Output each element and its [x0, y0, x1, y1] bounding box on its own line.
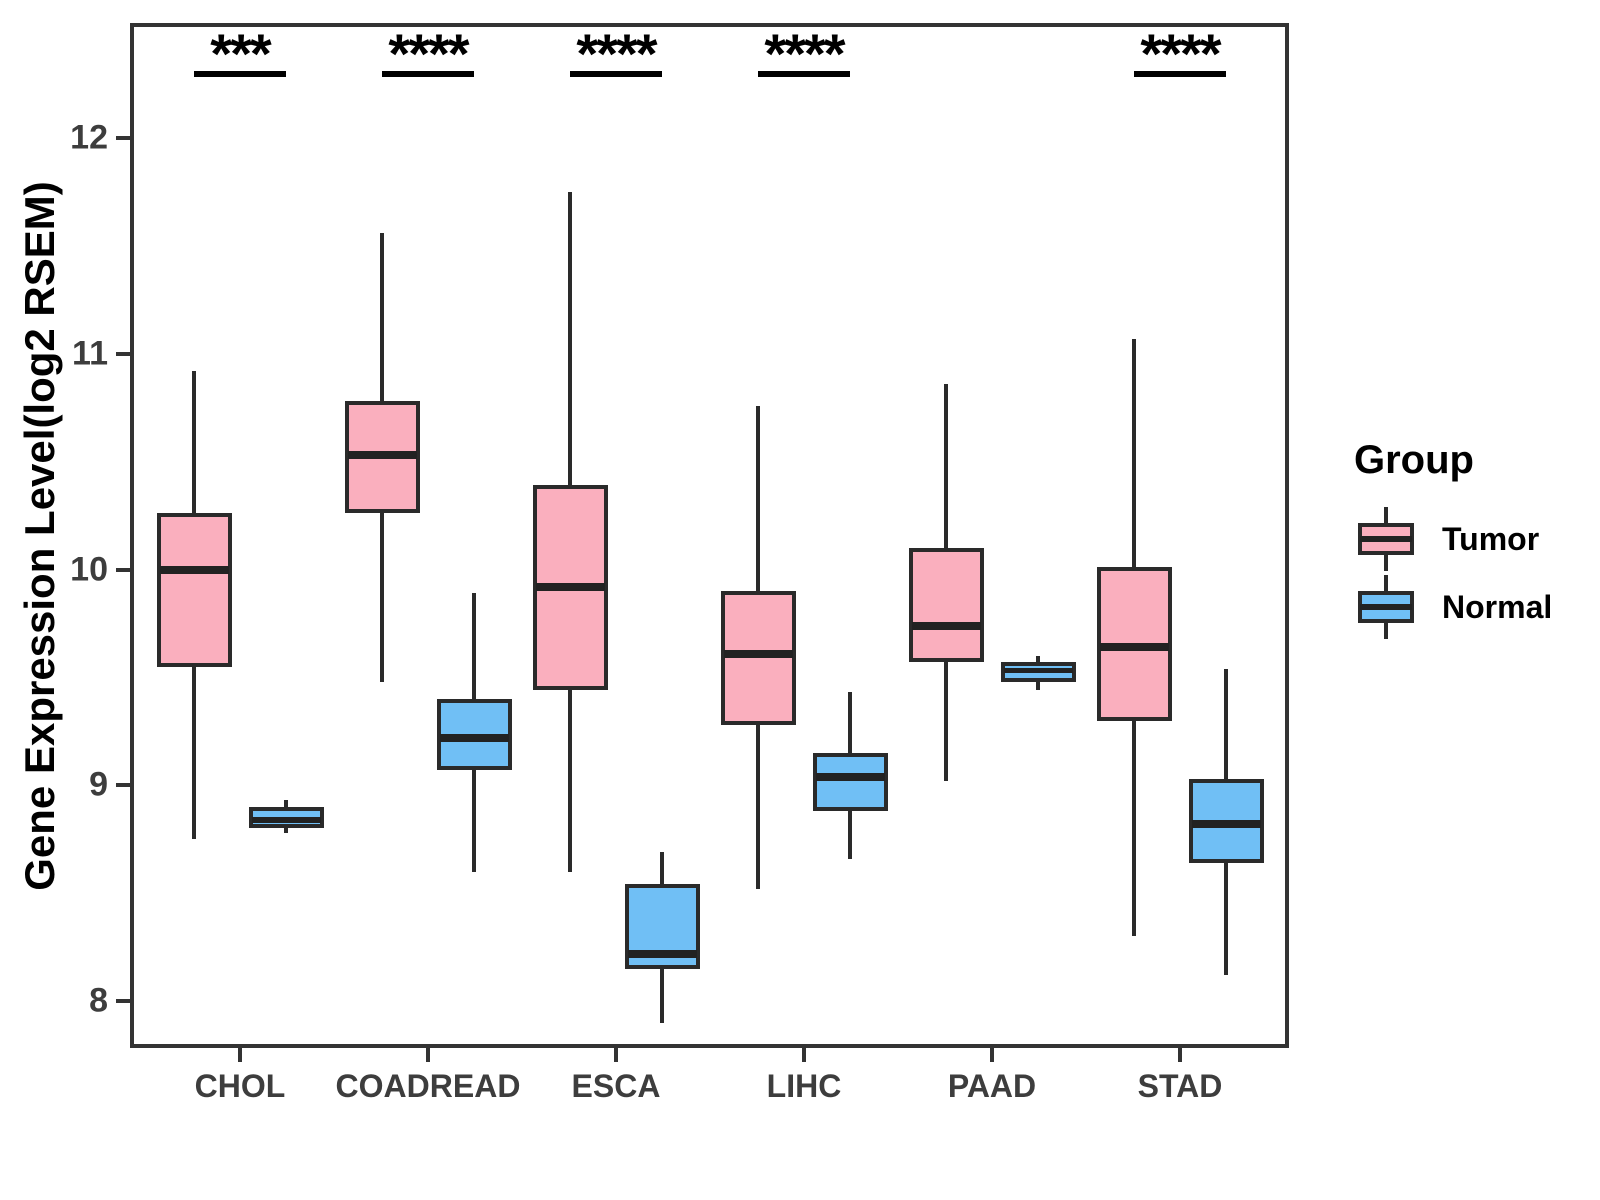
whisker-lower-tumor-lihc [756, 724, 760, 889]
box-normal-lihc [812, 752, 888, 812]
y-tick-mark [116, 351, 130, 356]
normal-boxplot-key-icon [1358, 575, 1414, 639]
whisker-lower-tumor-esca [568, 690, 572, 872]
x-tick-label-stad: STAD [1137, 1068, 1223, 1104]
whisker-lower-tumor-chol [192, 666, 196, 840]
tumor-boxplot-key-icon [1358, 507, 1414, 571]
x-tick-label-coadread: COADREAD [335, 1068, 521, 1104]
median-tumor-stad [1099, 643, 1169, 652]
legend-label-normal: Normal [1442, 588, 1553, 625]
box-tumor-lihc [720, 591, 796, 725]
significance-bar-lihc [758, 71, 850, 77]
y-tick-label: 11 [72, 334, 108, 373]
x-tick-mark [238, 1048, 242, 1062]
significance-bar-esca [570, 71, 662, 77]
median-normal-lihc [815, 772, 885, 781]
significance-stars-stad: **** [1140, 22, 1221, 85]
y-tick-mark [116, 783, 130, 788]
whisker-upper-normal-lihc [848, 692, 852, 753]
median-normal-chol [251, 816, 321, 823]
median-tumor-coadread [347, 451, 417, 460]
median-normal-paad [1003, 668, 1073, 674]
whisker-upper-normal-chol [284, 800, 288, 807]
y-tick-mark [116, 136, 130, 140]
y-tick-label: 12 [70, 118, 108, 157]
whisker-upper-normal-paad [1036, 655, 1040, 663]
legend-title: Group [1354, 438, 1474, 482]
significance-bar-stad [1134, 71, 1226, 77]
significance-bar-coadread [382, 71, 474, 77]
whisker-lower-normal-paad [1036, 681, 1040, 691]
y-tick-mark [116, 567, 130, 572]
x-tick-mark [802, 1048, 806, 1062]
significance-stars-coadread: **** [388, 22, 469, 85]
whisker-lower-normal-stad [1224, 862, 1228, 976]
x-tick-label-esca: ESCA [571, 1068, 661, 1104]
legend: Group Tumor Normal [1326, 438, 1596, 641]
median-tumor-chol [159, 565, 229, 574]
median-tumor-paad [911, 621, 981, 630]
box-tumor-paad [908, 547, 984, 663]
whisker-lower-normal-chol [284, 828, 288, 833]
y-tick-label: 8 [89, 981, 108, 1020]
plot-panel [130, 23, 1289, 1048]
median-normal-stad [1191, 820, 1261, 829]
significance-bar-chol [194, 71, 286, 77]
whisker-upper-normal-stad [1224, 668, 1228, 779]
significance-stars-lihc: **** [764, 22, 845, 85]
significance-stars-chol: *** [210, 22, 271, 85]
whisker-lower-tumor-paad [944, 662, 948, 781]
x-tick-mark [426, 1048, 430, 1062]
whisker-upper-normal-coadread [472, 593, 476, 699]
legend-item-tumor: Tumor [1326, 505, 1596, 573]
x-tick-mark [1178, 1048, 1182, 1062]
significance-stars-esca: **** [576, 22, 657, 85]
whisker-lower-normal-esca [660, 968, 664, 1023]
key-median [1360, 536, 1412, 542]
x-tick-label-chol: CHOL [194, 1068, 286, 1104]
whisker-lower-normal-coadread [472, 770, 476, 872]
whisker-upper-tumor-stad [1132, 338, 1136, 568]
whisker-upper-tumor-esca [568, 191, 572, 486]
whisker-upper-normal-esca [660, 852, 664, 885]
median-tumor-esca [535, 582, 605, 591]
x-tick-label-paad: PAAD [947, 1068, 1037, 1104]
whisker-lower-tumor-coadread [380, 513, 384, 682]
x-tick-mark [990, 1048, 994, 1062]
key-median [1360, 604, 1412, 610]
whisker-lower-normal-lihc [848, 811, 852, 859]
y-tick-label: 10 [70, 550, 108, 588]
x-tick-label-lihc: LIHC [766, 1068, 842, 1104]
y-tick-mark [116, 999, 130, 1003]
y-tick-label: 9 [89, 765, 108, 804]
median-normal-coadread [439, 733, 509, 742]
median-normal-esca [627, 949, 697, 958]
whisker-lower-tumor-stad [1132, 720, 1136, 937]
box-tumor-chol [156, 513, 232, 667]
legend-item-normal: Normal [1326, 573, 1596, 641]
whisker-upper-tumor-chol [192, 371, 196, 514]
legend-label-tumor: Tumor [1442, 520, 1540, 557]
whisker-upper-tumor-lihc [756, 405, 760, 592]
whisker-upper-tumor-paad [944, 383, 948, 548]
median-tumor-lihc [723, 649, 793, 658]
whisker-upper-tumor-coadread [380, 232, 384, 402]
x-tick-mark [614, 1048, 618, 1062]
